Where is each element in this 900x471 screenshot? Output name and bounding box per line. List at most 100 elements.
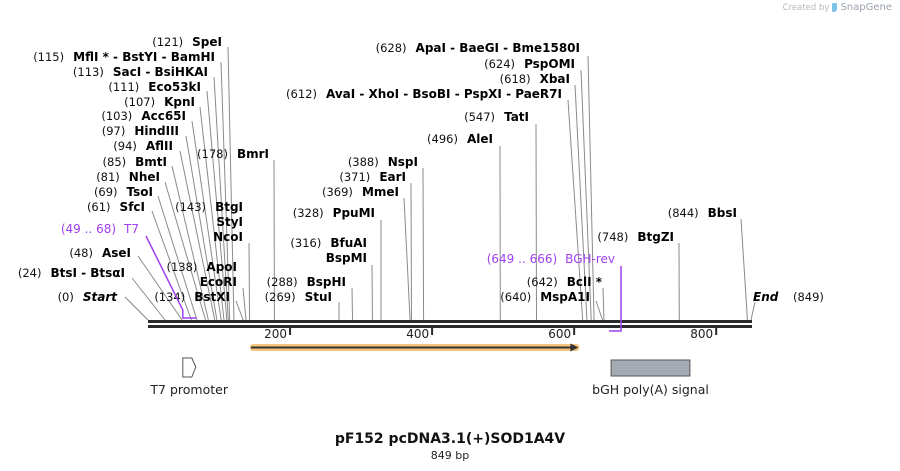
primer-t7: T7 (49 .. 68) (61, 222, 197, 319)
polyA-signal-box (610, 359, 691, 377)
enzyme-leader-line (535, 123, 538, 321)
enzyme-name: End (753, 290, 779, 304)
enzyme-name: BmtI (135, 155, 167, 169)
ruler-tick-label: 200 (264, 327, 287, 341)
enzyme-site-spei: SpeI (121) (152, 35, 235, 321)
enzyme-name: BmrI (237, 147, 269, 161)
primer-name: BGH-rev (565, 252, 615, 266)
enzyme-name: PspOMI (524, 57, 575, 71)
enzyme-position: (849) (793, 290, 824, 304)
enzyme-position: (748) (597, 230, 628, 244)
enzyme-site-ncoi: NcoI (213, 230, 243, 244)
enzyme-leader-line (171, 165, 209, 321)
enzyme-leader-line (351, 287, 354, 321)
enzyme-site-end: End (849) (750, 290, 824, 321)
enzyme-site-nhei: NheI (81) (96, 170, 207, 321)
enzyme-leader-line (595, 300, 604, 321)
enzyme-name: AvaI - XhoI - BsoBI - PspXI - PaeR7I (326, 87, 562, 101)
enzyme-site-pspomi: PspOMI (624) (484, 57, 592, 321)
feature-label: T7 promoter (149, 382, 228, 397)
enzyme-position: (269) (265, 290, 296, 304)
enzyme-site-acc65i: Acc65I (103) (101, 109, 222, 321)
enzyme-leader-line (567, 99, 584, 321)
feature-label: bGH poly(A) signal (592, 382, 709, 397)
enzyme-name: AflII (146, 139, 173, 153)
enzyme-leader-line (587, 55, 595, 321)
enzyme-site-ecori: EcoRI (200, 275, 237, 289)
primer-name: T7 (123, 222, 139, 236)
enzyme-position: (138) (166, 260, 197, 274)
enzyme-position: (107) (124, 95, 155, 109)
enzyme-site-btgi: BtgI (143) (175, 200, 251, 321)
enzyme-leader-line (164, 181, 207, 321)
enzyme-site-xbai: XbaI (618) (500, 72, 588, 321)
enzyme-name: ApoI (206, 260, 237, 274)
enzyme-name: BfuAI (330, 236, 367, 250)
enzyme-site-avai: AvaI - XhoI - BsoBI - PspXI - PaeR7I (612… (286, 87, 584, 321)
enzyme-leader-line (248, 242, 251, 321)
enzyme-name: SfcI (120, 200, 145, 214)
enzyme-name: KpnI (164, 95, 195, 109)
enzyme-site-hindiii: HindIII (97) (102, 124, 218, 321)
ruler-tick-label: 800 (690, 327, 713, 341)
dna-top-strand (148, 320, 752, 323)
enzyme-position: (61) (87, 200, 111, 214)
ruler-tick-label: 600 (548, 327, 571, 341)
promoter-arrow-icon (182, 357, 197, 378)
enzyme-leader-line (185, 135, 218, 321)
enzyme-name: BtsI - BtsαI (50, 266, 125, 280)
enzyme-position: (121) (152, 35, 183, 49)
enzyme-position: (178) (197, 147, 228, 161)
enzyme-site-eco53ki: Eco53kI (111) (108, 80, 228, 321)
enzyme-leader-line (137, 255, 183, 321)
enzyme-position: (547) (464, 110, 495, 124)
enzyme-site-bsphi: BspHI (288) (267, 275, 354, 321)
enzyme-leader-line (199, 106, 225, 321)
enzyme-position: (640) (500, 290, 531, 304)
enzyme-site-mmei: MmeI (369) (322, 185, 411, 321)
primer-bgh-rev: BGH-rev (649 .. 666) (487, 252, 622, 332)
enzyme-leader-line (213, 76, 229, 321)
enzyme-name: BspMI (326, 251, 367, 265)
enzyme-site-tati: TatI (547) (464, 110, 538, 321)
enzyme-leader-line (410, 182, 413, 321)
enzyme-name: MflI * - BstYI - BamHI (73, 50, 215, 64)
enzyme-leader-line (242, 287, 247, 321)
enzyme-position: (94) (113, 139, 137, 153)
enzyme-leader-line (750, 301, 756, 321)
enzyme-site-styi: StyI (216, 215, 243, 229)
map-title: pF152 pcDNA3.1(+)SOD1A4V (334, 431, 566, 447)
snapgene-logo-icon (832, 3, 838, 12)
snapgene-watermark: Created by SnapGene (783, 2, 892, 13)
enzyme-leader-line (157, 195, 198, 321)
enzyme-name: NcoI (213, 230, 243, 244)
enzyme-position: (369) (322, 185, 353, 199)
enzyme-leader-line (235, 300, 244, 321)
enzyme-position: (371) (339, 170, 370, 184)
enzyme-position: (113) (73, 65, 104, 79)
enzyme-name: BbsI (708, 206, 737, 220)
enzyme-leader-line (574, 84, 588, 321)
snapgene-brand-text: SnapGene (840, 2, 892, 13)
enzyme-position: (134) (154, 290, 185, 304)
enzyme-name: EcoRI (200, 275, 237, 289)
enzyme-name: SacI - BsiHKAI (113, 65, 208, 79)
enzyme-name: MspA1I (540, 290, 590, 304)
enzyme-position: (115) (33, 50, 64, 64)
enzyme-site-kpni: KpnI (107) (124, 95, 225, 321)
enzyme-position: (69) (94, 185, 118, 199)
enzyme-name: Eco53kI (148, 80, 201, 94)
enzyme-position: (85) (103, 155, 127, 169)
enzyme-site-start: Start (0) (58, 290, 149, 321)
primer-binding-arrow (608, 266, 622, 332)
enzyme-site-asei: AseI (48) (69, 246, 183, 321)
enzyme-site-apoi: ApoI (138) (166, 260, 247, 321)
enzyme-name: PpuMI (333, 206, 375, 220)
enzyme-position: (103) (101, 109, 132, 123)
enzyme-site-nspi: NspI (388) (348, 155, 425, 321)
enzyme-name: StuI (305, 290, 332, 304)
enzyme-name: Start (83, 290, 118, 304)
ruler-tick-label: 400 (406, 327, 429, 341)
enzyme-leader-line (131, 277, 166, 321)
enzyme-site-mspa1i: MspA1I (640) (500, 290, 604, 321)
